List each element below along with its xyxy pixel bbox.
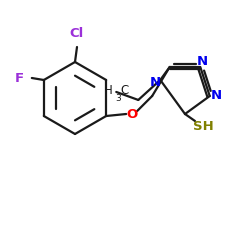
Text: F: F [15, 72, 24, 85]
Text: N: N [197, 56, 208, 68]
Text: SH: SH [192, 120, 214, 132]
Text: H: H [104, 84, 112, 98]
Text: 3: 3 [115, 94, 121, 103]
Text: O: O [126, 108, 138, 120]
Text: N: N [211, 88, 222, 102]
Text: N: N [150, 76, 161, 90]
Text: C: C [120, 84, 128, 98]
Text: Cl: Cl [70, 27, 84, 40]
